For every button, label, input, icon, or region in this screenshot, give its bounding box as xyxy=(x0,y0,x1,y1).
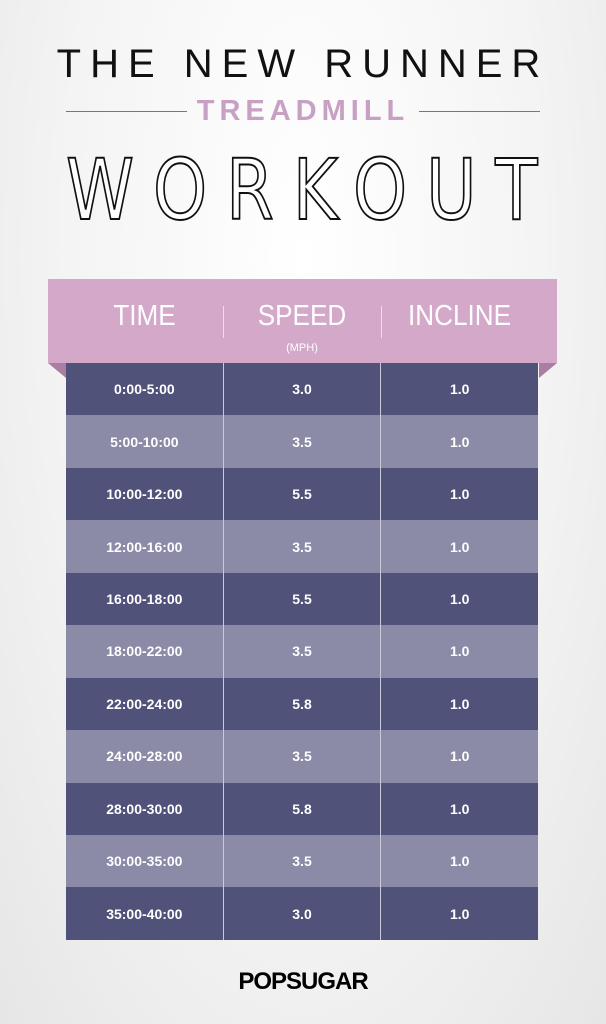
table-row: 18:00-22:00 3.5 1.0 xyxy=(66,625,538,678)
cell-time: 28:00-30:00 xyxy=(66,782,224,835)
divider xyxy=(419,110,540,112)
banner-fold-left xyxy=(48,363,66,378)
header-incline: INCLINE xyxy=(408,300,511,332)
table-row: 10:00-12:00 5.5 1.0 xyxy=(66,467,538,521)
cell-speed: 3.5 xyxy=(224,415,382,468)
cell-speed: 5.8 xyxy=(224,782,382,835)
header-speed: SPEED xyxy=(257,300,347,332)
cell-incline: 1.0 xyxy=(449,590,470,607)
table-row: 12:00-16:00 3.5 1.0 xyxy=(66,520,538,573)
title-line-3-wrap: WORKOUT xyxy=(65,141,557,239)
cell-incline: 1.0 xyxy=(449,433,470,450)
cell-speed: 3.0 xyxy=(224,887,382,940)
table-header-banner xyxy=(48,279,557,363)
table-row: 0:00-5:00 3.0 1.0 xyxy=(66,363,538,416)
table-row: 24:00-28:00 3.5 1.0 xyxy=(66,730,538,783)
cell-incline: 1.0 xyxy=(449,853,470,870)
workout-table: 0:00-5:00 3.0 1.0 5:00-10:00 3.5 1.0 10:00-12:… xyxy=(66,363,538,940)
table-row: 22:00-24:00 5.8 1.0 xyxy=(66,677,538,731)
cell-speed: 3.5 xyxy=(224,625,382,678)
cell-incline: 1.0 xyxy=(449,748,470,765)
cell-incline: 1.0 xyxy=(449,486,470,503)
header-divider xyxy=(223,306,224,338)
title-line-2: TREADMILL xyxy=(196,95,410,127)
cell-time: 35:00-40:00 xyxy=(66,887,224,940)
cell-time: 24:00-28:00 xyxy=(66,730,224,783)
popsugar-logo: POPSUGAR xyxy=(238,968,368,995)
table-row: 16:00-18:00 5.5 1.0 xyxy=(66,572,538,626)
cell-speed: 5.8 xyxy=(224,677,382,731)
cell-time: 18:00-22:00 xyxy=(66,625,224,678)
cell-speed: 5.5 xyxy=(224,572,382,626)
divider xyxy=(66,110,187,112)
cell-time: 5:00-10:00 xyxy=(66,415,224,468)
cell-time: 12:00-16:00 xyxy=(66,520,224,573)
cell-speed: 3.5 xyxy=(224,834,382,888)
title-line-1: THE NEW RUNNER xyxy=(56,42,550,86)
table-row: 28:00-30:00 5.8 1.0 xyxy=(66,782,538,835)
cell-speed: 3.5 xyxy=(224,520,382,573)
cell-speed: 5.5 xyxy=(224,467,382,521)
subtitle-row: TREADMILL xyxy=(66,96,540,126)
cell-time: 16:00-18:00 xyxy=(66,572,224,626)
cell-incline: 1.0 xyxy=(449,643,470,660)
cell-time: 0:00-5:00 xyxy=(66,363,224,416)
table-row: 35:00-40:00 3.0 1.0 xyxy=(66,887,538,940)
header-divider xyxy=(381,306,382,338)
table-row: 30:00-35:00 3.5 1.0 xyxy=(66,834,538,888)
cell-incline: 1.0 xyxy=(449,905,470,922)
cell-incline: 1.0 xyxy=(449,695,470,712)
cell-speed: 3.0 xyxy=(224,363,382,416)
cell-time: 30:00-35:00 xyxy=(66,834,224,888)
cell-time: 22:00-24:00 xyxy=(66,677,224,731)
header-time: TIME xyxy=(113,300,176,332)
speed-unit: (MPH) xyxy=(286,342,318,354)
cell-incline: 1.0 xyxy=(449,800,470,817)
cell-speed: 3.5 xyxy=(224,730,382,783)
banner-fold-right xyxy=(539,363,557,378)
cell-time: 10:00-12:00 xyxy=(66,467,224,521)
table-row: 5:00-10:00 3.5 1.0 xyxy=(66,415,538,468)
title-line-3: WORKOUT xyxy=(65,141,557,239)
cell-incline: 1.0 xyxy=(449,538,470,555)
cell-incline: 1.0 xyxy=(449,381,470,398)
